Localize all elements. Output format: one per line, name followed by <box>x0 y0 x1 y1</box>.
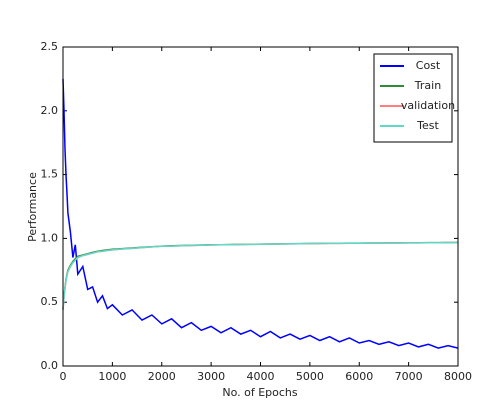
x-tick-label: 7000 <box>395 370 423 383</box>
x-tick-label: 8000 <box>444 370 472 383</box>
y-tick-label: 1.0 <box>41 231 59 244</box>
x-tick-label: 5000 <box>296 370 324 383</box>
x-tick-label: 6000 <box>345 370 373 383</box>
x-tick-label: 0 <box>60 370 67 383</box>
y-tick-label: 0.0 <box>41 359 59 372</box>
plot-frame <box>62 46 459 367</box>
x-tick-label: 3000 <box>197 370 225 383</box>
y-tick-label: 0.5 <box>41 295 59 308</box>
y-axis-label: Performance <box>26 172 39 242</box>
y-tick-label: 2.5 <box>41 40 59 53</box>
y-tick-label: 1.5 <box>41 168 59 181</box>
x-tick-label: 4000 <box>247 370 275 383</box>
legend-label: validation <box>401 99 455 112</box>
series-line <box>62 241 458 309</box>
x-tick-label: 1000 <box>98 370 126 383</box>
legend-label: Test <box>416 119 439 132</box>
x-axis-label: No. of Epochs <box>222 386 298 399</box>
series-line <box>62 241 458 310</box>
series-line <box>62 241 458 310</box>
legend-box <box>373 53 453 143</box>
legend-label: Cost <box>416 59 441 72</box>
x-tick-label: 2000 <box>148 370 176 383</box>
legend-label: Train <box>414 79 441 92</box>
y-tick-label: 2.0 <box>41 104 59 117</box>
